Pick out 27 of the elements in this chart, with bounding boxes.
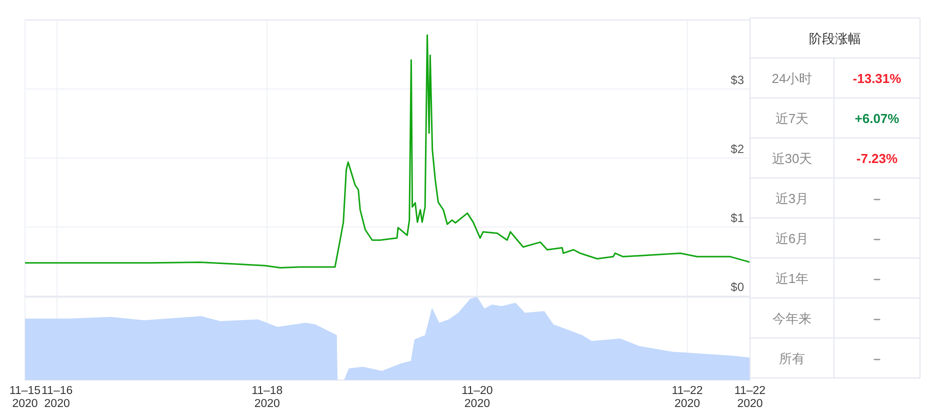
category-label: 近7天 [775, 111, 809, 126]
category-label: 近1年 [775, 271, 809, 286]
category-label: 近6月 [775, 231, 809, 246]
category-label: 所有 [779, 351, 805, 366]
y-tick-label: $0 [730, 280, 744, 294]
text: – [873, 351, 881, 366]
x-tick-label: 11–18 2020 [252, 385, 283, 410]
text: 阶段涨幅 [809, 31, 861, 46]
text: – [873, 271, 881, 286]
category-label: 近3月 [775, 191, 809, 206]
y-tick-label: $2 [730, 142, 744, 156]
text: +6.07% [854, 111, 900, 126]
text: -13.31% [852, 71, 902, 86]
x-tick-label: 11–16 2020 [42, 385, 73, 410]
category-label: 近30天 [772, 151, 812, 166]
x-tick-label: 11–22 2020 [734, 385, 766, 410]
category-label: 今年来 [772, 311, 812, 326]
text: – [873, 311, 881, 326]
x-tick-label: 11–15 2020 [9, 385, 41, 410]
text: – [873, 191, 881, 206]
y-tick-label: $1 [730, 211, 744, 225]
category-label: 24小时 [772, 71, 812, 86]
y-tick-label: $3 [730, 73, 744, 87]
x-tick-label: 11–20 2020 [462, 385, 493, 410]
text: – [873, 231, 881, 246]
x-tick-label: 11–22 2020 [672, 385, 703, 410]
text: -7.23% [856, 151, 898, 166]
